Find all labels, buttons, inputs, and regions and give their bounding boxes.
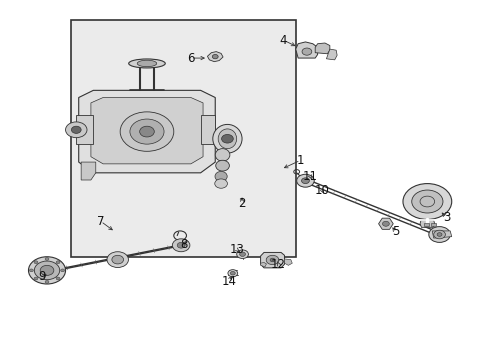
- Circle shape: [112, 255, 123, 264]
- Circle shape: [265, 255, 278, 265]
- Circle shape: [140, 126, 154, 137]
- Text: 2: 2: [238, 197, 245, 210]
- Ellipse shape: [212, 125, 242, 153]
- Polygon shape: [419, 220, 434, 227]
- Circle shape: [172, 239, 189, 252]
- Polygon shape: [326, 49, 336, 60]
- Ellipse shape: [218, 129, 236, 149]
- Text: 7: 7: [97, 215, 104, 228]
- Text: 1: 1: [296, 154, 304, 167]
- Circle shape: [56, 277, 60, 280]
- Circle shape: [61, 269, 64, 272]
- Polygon shape: [378, 218, 392, 229]
- Circle shape: [230, 271, 235, 275]
- Polygon shape: [260, 262, 266, 267]
- Circle shape: [382, 221, 388, 226]
- Text: 6: 6: [187, 51, 194, 64]
- Polygon shape: [79, 90, 215, 173]
- Ellipse shape: [215, 171, 227, 181]
- Circle shape: [428, 226, 449, 242]
- Text: 3: 3: [442, 211, 449, 224]
- Circle shape: [296, 174, 314, 187]
- Circle shape: [107, 252, 128, 267]
- Text: 4: 4: [279, 33, 286, 47]
- Polygon shape: [81, 162, 96, 180]
- Circle shape: [45, 257, 49, 260]
- Text: 13: 13: [229, 243, 244, 256]
- Circle shape: [45, 280, 49, 283]
- Ellipse shape: [128, 59, 165, 68]
- Text: 5: 5: [391, 225, 399, 238]
- Text: 14: 14: [221, 275, 236, 288]
- Text: 9: 9: [39, 270, 46, 283]
- Circle shape: [29, 269, 33, 272]
- Circle shape: [227, 270, 237, 277]
- Circle shape: [130, 119, 163, 144]
- Circle shape: [221, 134, 233, 143]
- Circle shape: [411, 190, 442, 213]
- Bar: [423, 223, 428, 226]
- Polygon shape: [91, 98, 203, 164]
- Circle shape: [301, 178, 309, 184]
- Circle shape: [71, 126, 81, 134]
- Polygon shape: [284, 259, 292, 265]
- Circle shape: [34, 277, 38, 280]
- Circle shape: [212, 54, 218, 59]
- Text: 10: 10: [314, 184, 329, 197]
- Bar: [430, 223, 435, 226]
- Circle shape: [65, 122, 87, 138]
- Circle shape: [402, 184, 451, 220]
- Circle shape: [269, 258, 274, 262]
- Circle shape: [56, 261, 60, 264]
- Circle shape: [120, 112, 173, 151]
- Polygon shape: [200, 116, 215, 144]
- Polygon shape: [417, 219, 436, 220]
- Ellipse shape: [215, 160, 229, 171]
- Circle shape: [214, 179, 227, 188]
- Circle shape: [40, 265, 54, 275]
- Bar: [71, 21, 295, 257]
- Polygon shape: [260, 252, 284, 268]
- Polygon shape: [76, 116, 93, 144]
- Circle shape: [436, 233, 441, 236]
- Circle shape: [433, 230, 445, 239]
- Circle shape: [302, 48, 311, 55]
- Circle shape: [177, 242, 184, 248]
- Text: 12: 12: [270, 258, 285, 271]
- Circle shape: [28, 257, 65, 284]
- Ellipse shape: [215, 149, 229, 161]
- Circle shape: [236, 250, 248, 258]
- Circle shape: [239, 252, 245, 256]
- Circle shape: [34, 261, 38, 264]
- Ellipse shape: [137, 60, 157, 67]
- Polygon shape: [315, 43, 329, 54]
- Circle shape: [34, 261, 60, 280]
- Polygon shape: [431, 231, 451, 238]
- Polygon shape: [295, 42, 317, 58]
- Polygon shape: [207, 51, 223, 62]
- Text: 11: 11: [302, 170, 317, 183]
- Text: 8: 8: [180, 238, 187, 251]
